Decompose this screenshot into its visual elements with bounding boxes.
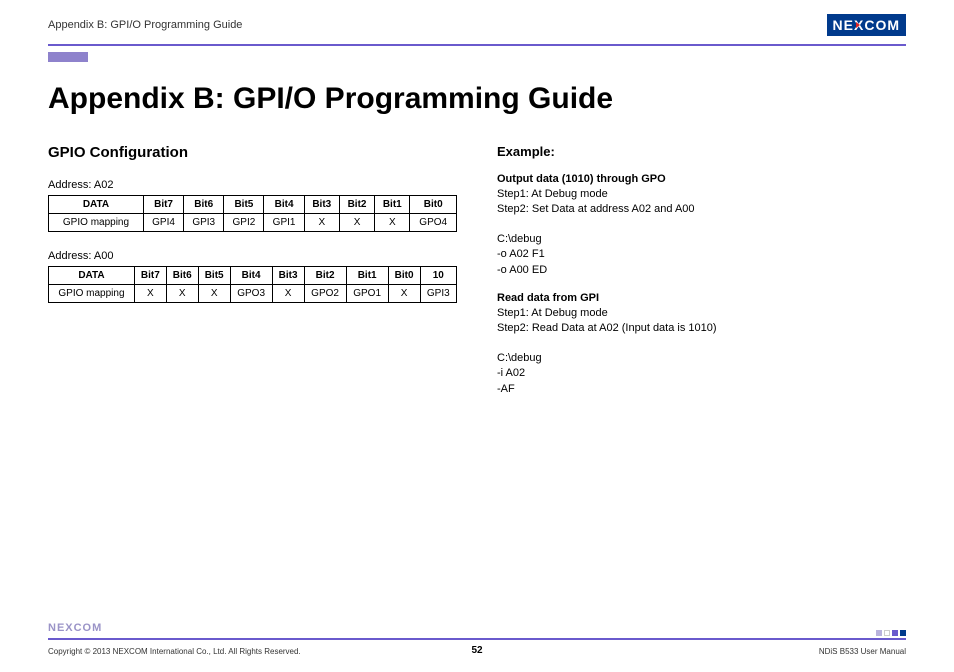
table-row: GPIO mapping GPI4 GPI3 GPI2 GPI1 X X X G… [49,214,457,232]
page-number: 52 [471,645,482,656]
manual-name: NDiS B533 User Manual [819,647,906,656]
th: Bit5 [198,267,230,285]
th: DATA [49,196,144,214]
table-row: GPIO mapping X X X GPO3 X GPO2 GPO1 X GP… [49,285,457,303]
td: GPI1 [264,214,304,232]
deco-sq [884,630,890,636]
output-title: Output data (1010) through GPO [497,173,906,185]
cmd-line: -i A02 [497,366,906,381]
cmd-line: -AF [497,382,906,397]
td: GPI3 [420,285,456,303]
table-a02: DATA Bit7 Bit6 Bit5 Bit4 Bit3 Bit2 Bit1 … [48,195,457,232]
address-a02-label: Address: A02 [48,179,457,191]
logo-x-icon: X [854,17,864,33]
th: DATA [49,267,135,285]
cmd-line: -o A00 ED [497,263,906,278]
th: Bit5 [224,196,264,214]
logo: NEXCOM [827,14,906,36]
th: Bit3 [272,267,304,285]
read-title: Read data from GPI [497,292,906,304]
th: Bit1 [346,267,388,285]
output-step2: Step2: Set Data at address A02 and A00 [497,202,906,217]
td: GPI3 [184,214,224,232]
copyright: Copyright © 2013 NEXCOM International Co… [48,647,301,656]
td: GPI4 [143,214,183,232]
td: GPO2 [304,285,346,303]
table-a00: DATA Bit7 Bit6 Bit5 Bit4 Bit3 Bit2 Bit1 … [48,266,457,303]
td: X [375,214,410,232]
td: X [339,214,374,232]
cmd-line: C:\debug [497,232,906,247]
right-column: Example: Output data (1010) through GPO … [497,144,906,411]
output-step1: Step1: At Debug mode [497,187,906,202]
td: GPO4 [410,214,457,232]
th: 10 [420,267,456,285]
left-column: GPIO Configuration Address: A02 DATA Bit… [48,144,457,411]
td: GPI2 [224,214,264,232]
th: Bit6 [184,196,224,214]
footer-deco-icon [876,630,906,636]
table-row: DATA Bit7 Bit6 Bit5 Bit4 Bit3 Bit2 Bit1 … [49,196,457,214]
td: X [198,285,230,303]
cmd-line: -o A02 F1 [497,247,906,262]
th: Bit0 [388,267,420,285]
example-heading: Example: [497,144,906,159]
logo-part-1: NE [833,17,854,33]
side-accent-bar [48,52,88,62]
footer-logo: NEXCOM [48,622,102,634]
read-step1: Step1: At Debug mode [497,306,906,321]
th: Bit7 [134,267,166,285]
td: X [272,285,304,303]
footer-divider [48,638,906,640]
th: Bit6 [166,267,198,285]
address-a00-label: Address: A00 [48,250,457,262]
page-title: Appendix B: GPI/O Programming Guide [48,82,906,116]
td: X [134,285,166,303]
th: Bit7 [143,196,183,214]
td: GPO3 [230,285,272,303]
td: GPO1 [346,285,388,303]
th: Bit0 [410,196,457,214]
th: Bit1 [375,196,410,214]
header-divider [48,44,906,46]
deco-sq [876,630,882,636]
th: Bit4 [230,267,272,285]
table-row: DATA Bit7 Bit6 Bit5 Bit4 Bit3 Bit2 Bit1 … [49,267,457,285]
cmd-line: C:\debug [497,351,906,366]
th: Bit2 [339,196,374,214]
th: Bit2 [304,267,346,285]
logo-part-2: COM [864,17,900,33]
td: GPIO mapping [49,285,135,303]
breadcrumb: Appendix B: GPI/O Programming Guide [48,19,242,31]
td: X [388,285,420,303]
th: Bit3 [304,196,339,214]
gpio-config-heading: GPIO Configuration [48,144,457,161]
td: X [304,214,339,232]
th: Bit4 [264,196,304,214]
read-step2: Step2: Read Data at A02 (Input data is 1… [497,321,906,336]
deco-sq [900,630,906,636]
td: X [166,285,198,303]
deco-sq [892,630,898,636]
td: GPIO mapping [49,214,144,232]
